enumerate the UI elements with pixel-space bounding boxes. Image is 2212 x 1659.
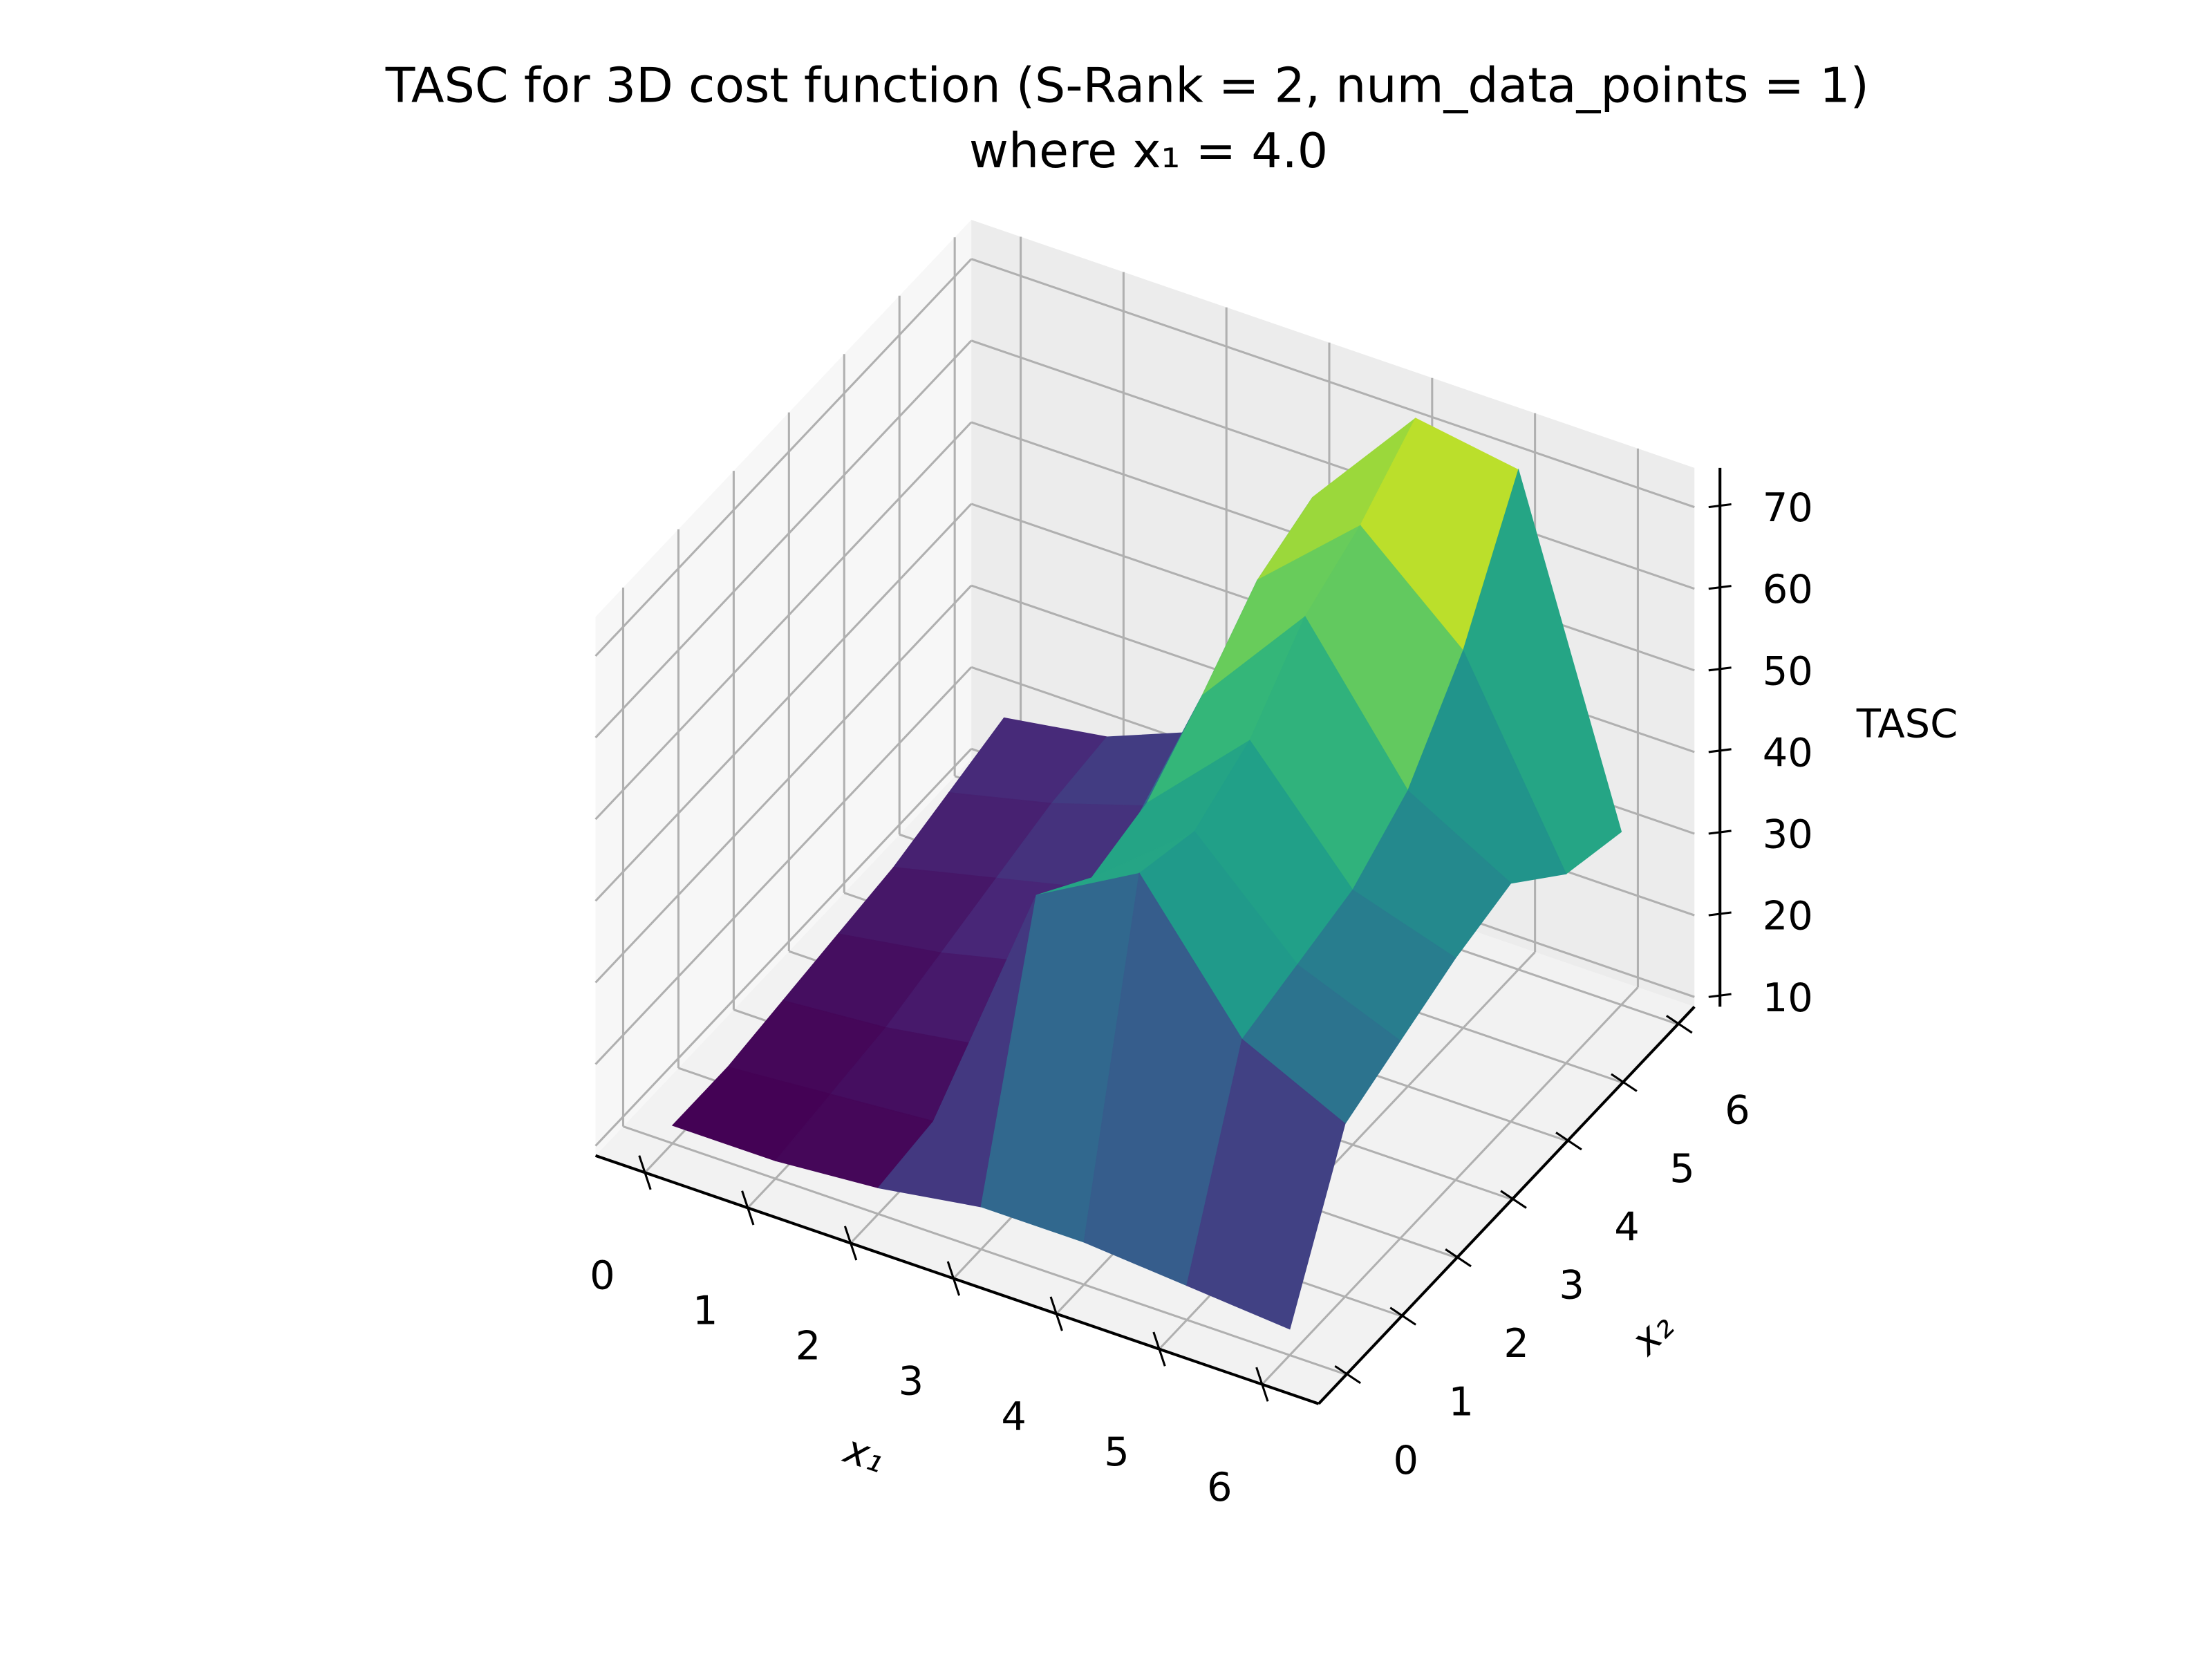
y-tick (1500, 1190, 1527, 1209)
z-tick-label: 50 (1763, 648, 1813, 694)
z-tick (1708, 666, 1732, 672)
x-tick-label: 6 (1207, 1464, 1232, 1510)
y-tick-label: 4 (1614, 1203, 1640, 1250)
x-tick (1152, 1331, 1166, 1367)
z-tick-label: 40 (1763, 729, 1813, 776)
y-tick-label: 2 (1503, 1320, 1529, 1367)
z-tick (1708, 993, 1732, 998)
x-tick-label: 4 (1001, 1394, 1027, 1440)
y-tick-label: 1 (1448, 1379, 1474, 1425)
y-tick (1445, 1248, 1472, 1268)
grid-line (594, 503, 973, 902)
x-axis-title: x₁ (838, 1425, 891, 1482)
grid-line (594, 339, 973, 739)
grid-line (594, 258, 973, 657)
z-tick-label: 70 (1763, 485, 1813, 531)
y-axis-line (1318, 1006, 1696, 1405)
y-tick-label: 0 (1394, 1437, 1419, 1483)
y-tick (1611, 1073, 1638, 1092)
left-pane (595, 219, 972, 1156)
y-tick (1555, 1132, 1582, 1151)
x-tick (946, 1261, 961, 1296)
x-tick-label: 3 (899, 1358, 924, 1405)
x-tick-label: 1 (693, 1288, 718, 1334)
y-tick (1334, 1365, 1362, 1385)
x-tick-label: 0 (590, 1253, 615, 1299)
x-tick (1049, 1296, 1063, 1331)
x-tick-label: 5 (1104, 1429, 1130, 1475)
x-tick (638, 1155, 652, 1190)
z-tick (1708, 911, 1732, 917)
chart-subtitle: where x₁ = 4.0 (969, 123, 1328, 179)
z-tick-label: 10 (1763, 975, 1813, 1021)
y-tick (1666, 1015, 1693, 1034)
grid-line (1261, 986, 1639, 1385)
z-tick-label: 60 (1763, 566, 1813, 612)
grid-line (594, 666, 973, 1065)
y-tick-label: 3 (1559, 1262, 1584, 1309)
x-tick (1255, 1367, 1269, 1402)
grid-line (971, 339, 1695, 590)
grid-line (594, 421, 973, 821)
z-tick (1708, 748, 1732, 753)
y-tick-label: 6 (1725, 1087, 1750, 1133)
y-axis-title: x₂ (1621, 1303, 1683, 1365)
grid-line (971, 258, 1695, 509)
y-tick-label: 5 (1669, 1145, 1695, 1192)
grid-line (623, 1125, 1347, 1376)
grid-line (594, 584, 973, 984)
x-tick (741, 1190, 755, 1226)
chart-title: TASC for 3D cost function (S-Rank = 2, n… (385, 58, 1869, 114)
z-axis-title: TASC (1856, 701, 1958, 747)
x-axis-line (594, 1154, 1320, 1405)
y-tick (1389, 1306, 1416, 1326)
surface-patch (1186, 1038, 1346, 1330)
z-tick (1708, 585, 1732, 590)
z-tick-label: 30 (1763, 812, 1813, 858)
x-tick-label: 2 (796, 1323, 821, 1369)
z-tick (1708, 830, 1732, 835)
z-tick-label: 20 (1763, 893, 1813, 939)
x-tick (843, 1226, 858, 1261)
z-tick (1708, 503, 1732, 509)
grid-line (594, 748, 973, 1147)
